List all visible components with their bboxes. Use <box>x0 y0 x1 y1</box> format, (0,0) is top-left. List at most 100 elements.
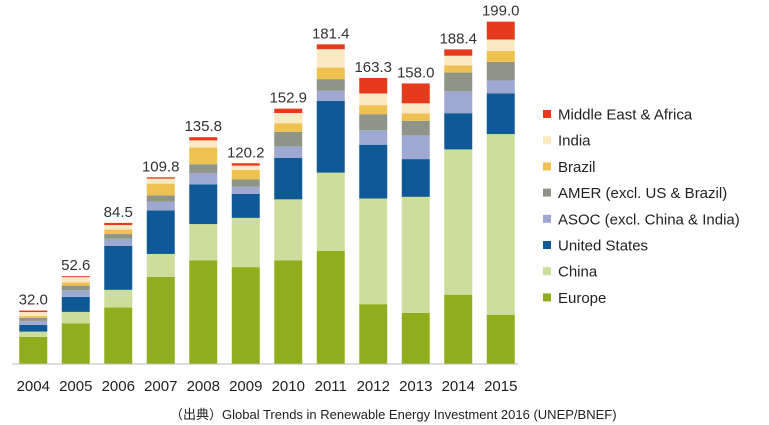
legend-label-s4: AMER (excl. US & Brazil) <box>558 185 727 202</box>
bar-segment-2011-s7 <box>316 44 345 50</box>
bar-segment-2010-s2 <box>274 157 303 200</box>
bar-segment-2015-s3 <box>486 80 515 94</box>
legend-label-s1: China <box>558 264 598 281</box>
legend-label-s6: India <box>558 133 591 150</box>
bar-segment-2009-s4 <box>231 179 260 187</box>
x-tick-label-2007: 2007 <box>144 378 177 395</box>
total-label-2007: 109.8 <box>142 158 180 175</box>
bar-segment-2011-s1 <box>316 172 345 251</box>
total-label-2009: 120.2 <box>227 144 265 161</box>
bar-segment-2007-s6 <box>146 178 175 184</box>
bars-layer <box>19 21 515 365</box>
bar-segment-2006-s6 <box>104 225 133 230</box>
bar-segment-2008-s2 <box>189 184 218 225</box>
bar-segment-2010-s0 <box>274 260 303 364</box>
bar-segment-2009-s5 <box>231 169 260 180</box>
bar-segment-2010-s7 <box>274 108 303 113</box>
x-tick-label-2013: 2013 <box>399 378 432 395</box>
x-tick-label-2008: 2008 <box>187 378 220 395</box>
bar-segment-2007-s5 <box>146 183 175 196</box>
x-tick-label-2010: 2010 <box>272 378 305 395</box>
total-label-2008: 135.8 <box>184 118 222 135</box>
bar-segment-2005-s4 <box>61 285 90 291</box>
bar-segment-2004-s6 <box>19 312 48 317</box>
bar-segment-2006-s7 <box>104 222 133 226</box>
bar-segment-2007-s7 <box>146 177 175 179</box>
bar-segment-2011-s0 <box>316 250 345 364</box>
bar-segment-2006-s0 <box>104 307 133 364</box>
bar-segment-2010-s4 <box>274 131 303 147</box>
bar-segment-2013-s5 <box>401 113 430 121</box>
bar-segment-2012-s0 <box>359 304 388 364</box>
bar-segment-2012-s7 <box>359 77 388 94</box>
bar-segment-2014-s6 <box>444 55 473 66</box>
x-tick-labels: 2004 2005 2006 2007 2008 2009 2010 2011 2012 2013… <box>17 378 518 395</box>
bar-segment-2014-s4 <box>444 72 473 92</box>
bar-segment-2004-s0 <box>19 336 48 364</box>
bar-segment-2007-s1 <box>146 253 175 277</box>
bar-segment-2005-s5 <box>61 282 90 286</box>
bar-segment-2004-s5 <box>19 316 48 318</box>
bar-segment-2005-s0 <box>61 323 90 364</box>
legend: Middle East & Africa India Brazil AMER (exc… <box>543 107 740 307</box>
total-label-2015: 199.0 <box>482 3 520 20</box>
bar-segment-2006-s1 <box>104 289 133 308</box>
bar-segment-2013-s1 <box>401 196 430 313</box>
bar-segment-2007-s0 <box>146 276 175 364</box>
bar-segment-2005-s3 <box>61 290 90 297</box>
bar-segment-2015-s2 <box>486 93 515 135</box>
legend-label-s5: Brazil <box>558 159 596 176</box>
x-tick-label-2005: 2005 <box>59 378 92 395</box>
x-tick-label-2012: 2012 <box>357 378 390 395</box>
bar-segment-2007-s3 <box>146 201 175 211</box>
legend-swatch-s6 <box>543 136 551 145</box>
source-citation: （出典）Global Trends in Renewable Energy In… <box>170 407 617 422</box>
bar-segment-2006-s5 <box>104 229 133 235</box>
bar-segment-2014-s3 <box>444 91 473 114</box>
total-label-2010: 152.9 <box>269 90 307 107</box>
legend-swatch-s5 <box>543 162 551 171</box>
bar-segment-2012-s4 <box>359 114 388 131</box>
bar-segment-2004-s1 <box>19 331 48 337</box>
bar-segment-2014-s2 <box>444 113 473 150</box>
total-label-2013: 158.0 <box>397 64 435 81</box>
bar-segment-2011-s5 <box>316 67 345 80</box>
legend-swatch-s1 <box>543 267 551 276</box>
legend-swatch-s4 <box>543 188 551 197</box>
bar-segment-2007-s4 <box>146 195 175 202</box>
legend-label-s0: Europe <box>558 290 606 307</box>
bar-segment-2008-s0 <box>189 260 218 364</box>
bar-segment-2013-s7 <box>401 83 430 104</box>
bar-segment-2012-s2 <box>359 144 388 199</box>
bar-segment-2012-s1 <box>359 198 388 305</box>
bar-segment-2010-s5 <box>274 123 303 132</box>
bar-segment-2006-s3 <box>104 238 133 246</box>
bar-segment-2015-s1 <box>486 134 515 315</box>
bar-segment-2014-s0 <box>444 294 473 364</box>
x-tick-label-2006: 2006 <box>102 378 135 395</box>
bar-segment-2011-s2 <box>316 100 345 173</box>
bar-segment-2004-s2 <box>19 324 48 332</box>
x-tick-label-2015: 2015 <box>484 378 517 395</box>
total-label-2006: 84.5 <box>104 204 133 221</box>
bar-segment-2006-s2 <box>104 245 133 290</box>
x-tick-label-2009: 2009 <box>229 378 262 395</box>
total-labels: 32.0 52.6 84.5 109.8 135.8 120.2 152.9 181.4163… <box>19 3 520 309</box>
bar-segment-2015-s4 <box>486 61 515 81</box>
bar-segment-2012-s6 <box>359 93 388 106</box>
bar-segment-2015-s0 <box>486 314 515 365</box>
bar-segment-2013-s2 <box>401 159 430 197</box>
x-tick-label-2014: 2014 <box>442 378 475 395</box>
total-label-2012: 163.3 <box>354 59 392 76</box>
bar-segment-2012-s5 <box>359 105 388 115</box>
bar-segment-2009-s6 <box>231 165 260 170</box>
bar-segment-2013-s6 <box>401 103 430 114</box>
bar-segment-2008-s1 <box>189 224 218 261</box>
bar-segment-2009-s1 <box>231 217 260 268</box>
bar-segment-2015-s7 <box>486 21 515 40</box>
bar-segment-2009-s0 <box>231 267 260 364</box>
bar-segment-2008-s6 <box>189 140 218 148</box>
x-tick-label-2004: 2004 <box>17 378 50 395</box>
bar-segment-2005-s1 <box>61 311 90 324</box>
bar-segment-2011-s3 <box>316 90 345 101</box>
